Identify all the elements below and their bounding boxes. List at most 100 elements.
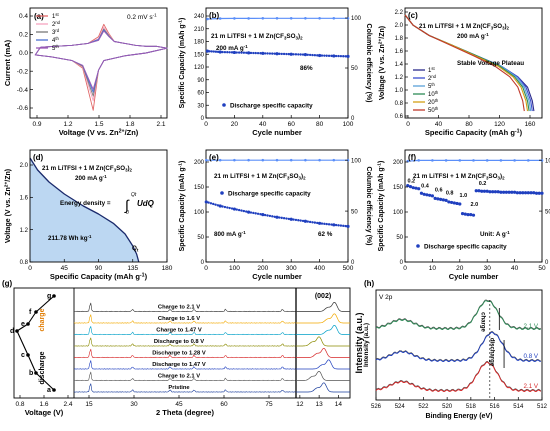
ce-point [233, 158, 236, 162]
curve-point-label: a [47, 387, 51, 394]
discharge-point [308, 53, 312, 57]
plot-frame [404, 149, 543, 263]
label-part: 3 [486, 176, 489, 181]
discharge-point [513, 190, 517, 194]
x-tick-label: 60 [220, 401, 228, 408]
x-tick-label: 2.1 [156, 121, 165, 128]
rate-label: 2.0 [471, 202, 479, 208]
discharge-curve [404, 14, 525, 112]
label-part: 5 [52, 46, 56, 52]
rate-label: 0.2 [407, 179, 415, 185]
y-axis-label: Specific Capacity (mAh g-1​) [178, 18, 186, 109]
discharge-point [311, 221, 314, 224]
y-tick-label: 0 [351, 116, 355, 122]
discharge-point [408, 185, 413, 189]
label-part: rd [55, 28, 59, 33]
x-axis-label: Specific Capacity (mAh g-1​) [425, 128, 523, 137]
label-part: 2+ [119, 128, 125, 134]
y-tick-label: 1.2 [395, 75, 404, 81]
discharge-point [337, 54, 340, 58]
label-part: th [431, 82, 435, 87]
y-tick-label: 150 [194, 52, 205, 58]
xrd-trace [73, 326, 296, 336]
label-part: nd [55, 20, 60, 25]
integral-lower: 0 [126, 210, 129, 216]
discharge-point [256, 51, 260, 55]
xps-raw [375, 360, 541, 392]
discharge-point [254, 51, 257, 55]
label-part: SO [286, 33, 295, 40]
discharge-point [339, 224, 343, 227]
discharge-point [419, 191, 424, 195]
xrd-trace-zoom [296, 301, 350, 312]
trace-label: Charge to 1.47 V [156, 327, 202, 333]
discharge-point [223, 205, 227, 209]
x-tick-label: 200 [257, 265, 268, 272]
x-tick-label: 0 [406, 121, 410, 128]
discharge-point [297, 53, 300, 56]
legend-label: 50th​ [428, 106, 439, 114]
legend-marker [222, 103, 226, 107]
x-tick-label: 90 [95, 265, 103, 272]
label-part: 2+ [378, 39, 384, 45]
x-tick-label: 514 [513, 404, 524, 410]
panel-letter: (d) [33, 153, 44, 162]
discharge-point [299, 219, 302, 222]
discharge-point [332, 54, 336, 58]
label-part: 3 [52, 30, 56, 36]
discharge-point [411, 186, 415, 190]
x-tick-label: 20 [456, 265, 464, 272]
discharge-point [273, 215, 276, 218]
discharge-point [261, 213, 265, 217]
label-part: st [55, 12, 59, 17]
label-part: 21 m LiTFSI + 1 M Zn(CF [413, 173, 486, 180]
label-part: 50 [428, 108, 435, 114]
legend-label: 10th​ [428, 90, 439, 98]
label-part: SO [116, 165, 125, 172]
legend-label: 5th​ [428, 82, 436, 90]
discharge-point [529, 191, 533, 195]
ce-point [318, 158, 321, 162]
ce-point [261, 158, 265, 162]
label-part: 200 mA g [216, 45, 244, 52]
x-tick-label: 500 [343, 265, 354, 272]
discharge-point [287, 52, 291, 56]
integrand: UdQ [137, 199, 155, 208]
x-tick-label: 100 [343, 121, 354, 128]
label-part: ) [520, 128, 523, 137]
x-tick-label: 0 [28, 265, 32, 272]
ce-point [261, 17, 265, 20]
y-tick-label: 100 [351, 16, 362, 22]
discharge-point [332, 223, 336, 227]
cv-curve [34, 30, 168, 90]
y-tick-label: 50 [351, 209, 358, 215]
discharge-point [449, 200, 454, 205]
y-tick-label: 180 [194, 40, 205, 46]
discharge-point [439, 197, 443, 201]
current-label: 800 mA g-1​ [214, 230, 246, 238]
discharge-point [282, 217, 286, 220]
legend-marker [220, 191, 224, 195]
discharge-point [325, 222, 328, 226]
xrd-trace-zoom [296, 347, 350, 358]
legend-label: 1st​ [52, 12, 59, 20]
discharge-point [320, 54, 324, 57]
xps-fit [375, 361, 542, 393]
discharge-point [303, 53, 307, 57]
discharge-point [218, 204, 222, 208]
discharge-point [247, 51, 251, 55]
legend-label: 5th​ [52, 44, 60, 52]
curve-point [26, 353, 30, 357]
y-tick-label: 150 [393, 185, 404, 191]
discharge-point [232, 207, 236, 211]
discharge-point [216, 50, 220, 54]
x-tick-label: 40 [259, 121, 267, 128]
y-tick-label: 0.0 [19, 50, 28, 57]
y-tick-label: 1.8 [395, 36, 404, 42]
discharge-point [204, 200, 208, 204]
discharge-point [216, 204, 220, 207]
xrd-trace [73, 302, 296, 313]
y-axis-label: Voltage (V vs. Zn2+​/Zn) [4, 169, 12, 243]
unit-label: Unit: A g-1​ [480, 230, 510, 238]
ce-point [304, 158, 307, 162]
